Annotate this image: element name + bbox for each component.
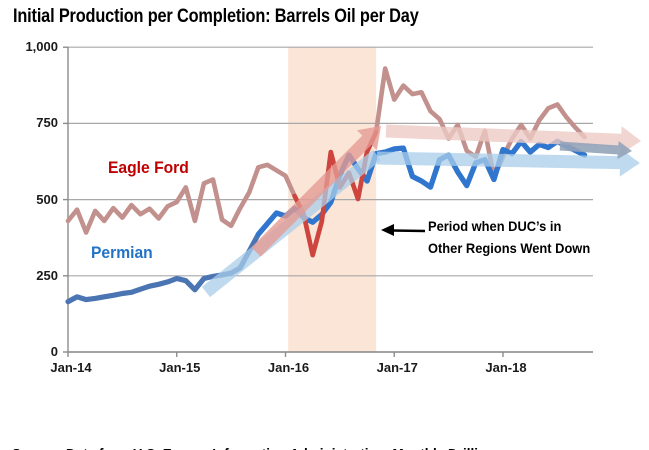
source-note-line1: Source: Data from U.S. Energy Informatio… [12, 443, 495, 450]
y-tick-label: 750 [36, 115, 58, 131]
duc-annotation: Period when DUC’s in Other Regions Went … [428, 215, 590, 259]
eagle-ford-series-label: Eagle Ford [108, 158, 189, 177]
x-tick-label: Jan-14 [50, 360, 92, 375]
permian-flat-trend-arrow [376, 148, 640, 177]
x-tick-label: Jan-15 [159, 360, 201, 375]
source-note: Source: Data from U.S. Energy Informatio… [12, 395, 495, 450]
x-tick-label: Jan-18 [485, 360, 527, 375]
y-tick-label: 250 [36, 267, 58, 283]
x-tick-label: Jan-16 [267, 360, 310, 375]
y-tick-label: 0 [50, 344, 58, 359]
eagle-ford-flat-trend-arrow [385, 124, 641, 155]
duc-annotation-line2: Other Regions Went Down [428, 240, 591, 256]
annotation-arrow-head [381, 224, 394, 236]
chart-title: Initial Production per Completion: Barre… [13, 6, 419, 27]
duc-annotation-line1: Period when DUC’s in [428, 218, 562, 234]
annotation-arrow-shaft [391, 229, 426, 233]
y-tick-label: 500 [36, 191, 58, 207]
x-tick-label: Jan-17 [376, 360, 418, 375]
permian-series-label: Permian [91, 243, 153, 262]
eagle-ford-rising-trend-arrow [251, 126, 381, 257]
permian-line-recent-segment [255, 138, 588, 237]
steel-trend-arrowhead [559, 141, 632, 159]
y-tick-label: 1,000 [25, 39, 58, 55]
